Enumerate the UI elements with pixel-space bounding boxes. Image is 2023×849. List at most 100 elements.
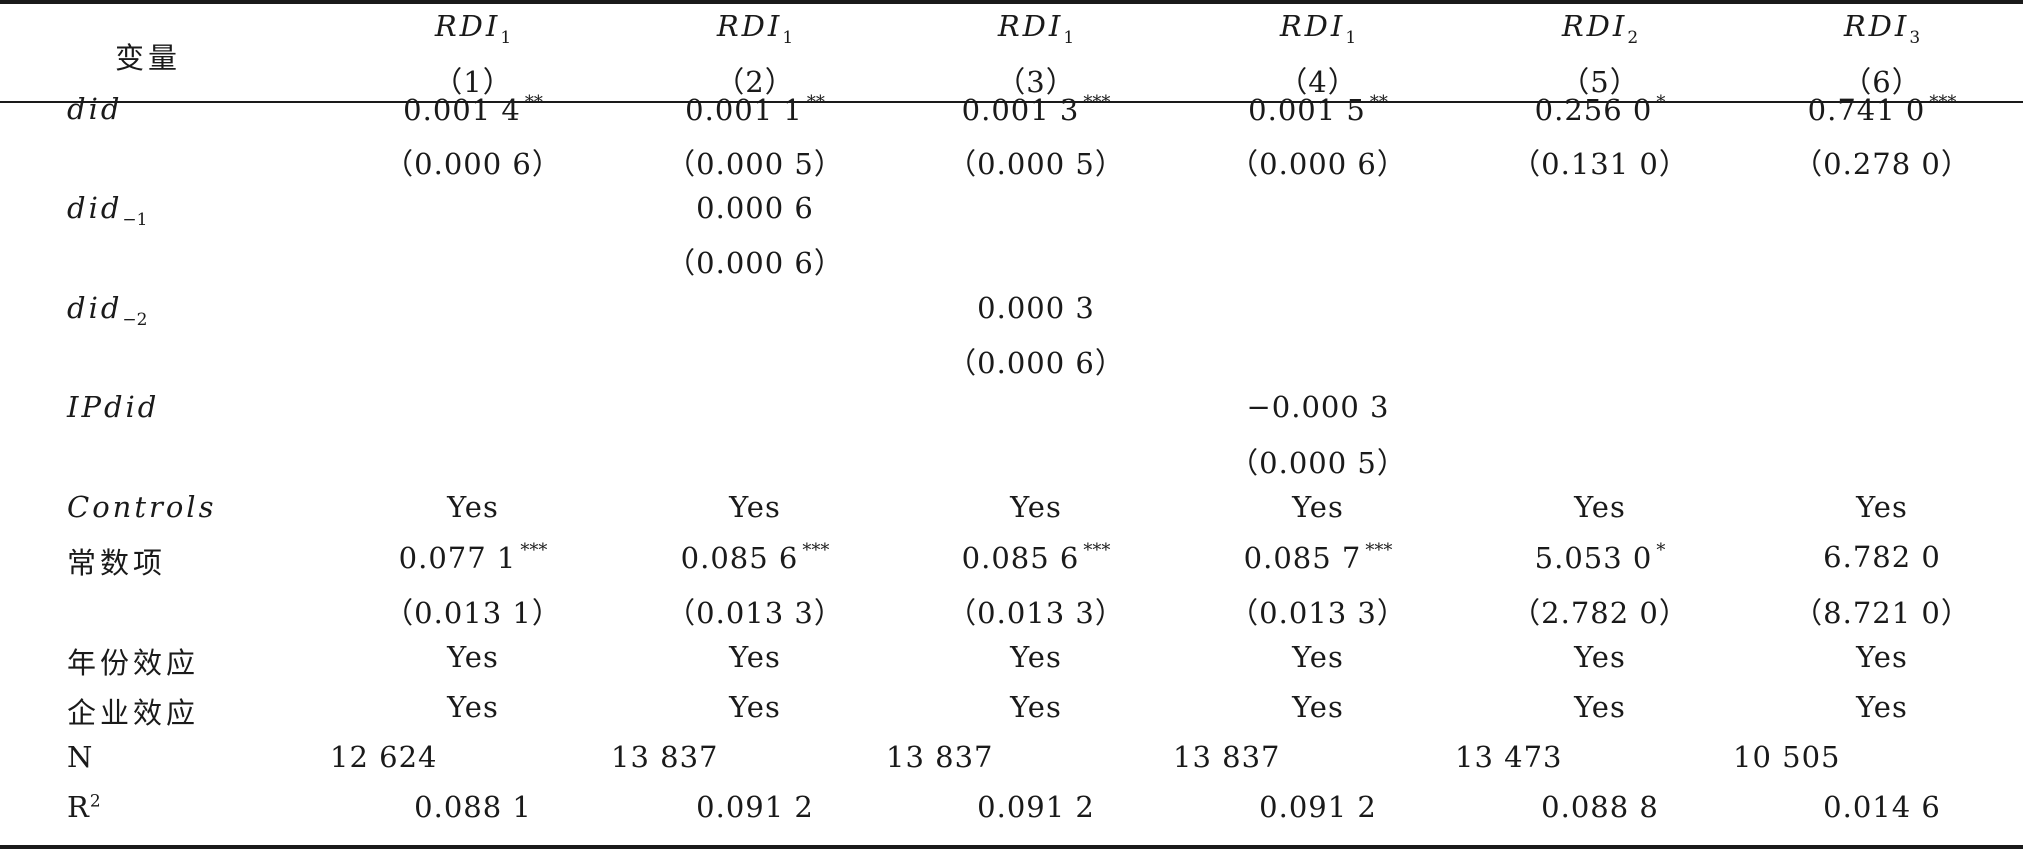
standard-error-cell: （0.000 6） — [1229, 147, 1407, 181]
column-header-variable: RDI3 — [1844, 9, 1920, 48]
dependent-variable-subscript: 1 — [1063, 27, 1075, 48]
row-label-constant: 常数项 — [67, 540, 166, 582]
column-header-number: （5） — [1560, 65, 1640, 99]
coefficient-cell: 0.085 6 *** — [681, 540, 830, 575]
firm-effect-cell: Yes — [1856, 690, 1908, 724]
standard-error-cell: （0.013 3） — [666, 596, 844, 630]
standard-error-cell: （0.000 5） — [947, 147, 1125, 181]
year-effect-cell: Yes — [1292, 640, 1344, 674]
coefficient-value: 0.085 6 — [961, 541, 1080, 575]
coefficient-value: 0.001 1 — [685, 93, 803, 127]
dependent-variable-name: RDI — [1561, 9, 1628, 43]
row-label-n: N — [67, 740, 93, 774]
variable-column-header: 变量 — [114, 41, 182, 75]
column-header-variable: RDI1 — [717, 9, 793, 48]
firm-effect-cell: Yes — [447, 690, 499, 724]
standard-error-cell: （0.013 3） — [947, 596, 1125, 630]
coefficient-cell: 0.001 5 ** — [1248, 92, 1388, 127]
coefficient-cell: 0.000 3 — [977, 291, 1095, 325]
row-label-text: 常数项 — [67, 546, 167, 580]
significance-stars: *** — [1083, 92, 1111, 113]
observations-cell: 13 473 — [1455, 740, 1563, 774]
coefficient-value: 0.085 7 — [1243, 541, 1362, 575]
row-label-text: N — [67, 740, 94, 774]
r-squared-cell: 0.091 2 — [1259, 790, 1377, 824]
lag-subscript: −1 — [122, 209, 148, 230]
significance-stars: ** — [806, 92, 825, 113]
lag-subscript: −2 — [122, 309, 148, 330]
row-label-text: did — [67, 92, 123, 126]
r-squared-cell: 0.014 6 — [1823, 790, 1941, 824]
firm-effect-cell: Yes — [1574, 690, 1626, 724]
year-effect-cell: Yes — [1010, 640, 1062, 674]
observations-cell: 13 837 — [1173, 740, 1281, 774]
significance-stars: *** — [1083, 540, 1111, 561]
observations-cell: 13 837 — [611, 740, 719, 774]
significance-stars: * — [1656, 92, 1666, 113]
column-header-number: （4） — [1278, 65, 1358, 99]
r-squared-cell: 0.088 8 — [1541, 790, 1659, 824]
r-squared-superscript: 2 — [89, 791, 101, 812]
firm-effect-cell: Yes — [1010, 690, 1062, 724]
coefficient-value: 0.085 6 — [680, 541, 799, 575]
coefficient-cell: 6.782 0 — [1823, 540, 1941, 574]
observations-cell: 13 837 — [886, 740, 994, 774]
coefficient-cell: 0.256 0 * — [1535, 92, 1666, 127]
row-label-text: Controls — [67, 490, 217, 524]
observations-cell: 10 505 — [1733, 740, 1841, 774]
row-label-text: 企业效应 — [67, 696, 200, 730]
r-squared-cell: 0.091 2 — [977, 790, 1095, 824]
standard-error-cell: （0.000 6） — [666, 246, 844, 280]
row-label-text: R — [67, 790, 90, 824]
column-header-variable: RDI1 — [1280, 9, 1356, 48]
row-label-year-effect: 年份效应 — [67, 640, 199, 682]
row-label-did-lag2: did−2 — [67, 291, 147, 330]
row-label-text: did — [67, 291, 123, 325]
significance-stars: *** — [520, 540, 548, 561]
standard-error-cell: （0.000 6） — [384, 147, 562, 181]
controls-cell: Yes — [447, 490, 499, 524]
coefficient-value: 0.256 0 — [1534, 93, 1653, 127]
row-label-text: did — [67, 191, 123, 225]
coefficient-cell: 5.053 0 * — [1535, 540, 1666, 575]
standard-error-cell: （0.000 5） — [1229, 446, 1407, 480]
column-header-variable: RDI1 — [998, 9, 1074, 48]
standard-error-cell: （0.131 0） — [1511, 147, 1689, 181]
dependent-variable-subscript: 3 — [1909, 27, 1921, 48]
row-label-did-lag1: did−1 — [67, 191, 147, 230]
row-label-r-squared: R2 — [67, 790, 101, 824]
header-rule — [0, 101, 2023, 103]
significance-stars: * — [1656, 540, 1666, 561]
column-header-number: （2） — [715, 65, 795, 99]
row-label-controls: Controls — [67, 490, 216, 524]
dependent-variable-name: RDI — [716, 9, 783, 43]
standard-error-cell: （2.782 0） — [1511, 596, 1689, 630]
year-effect-cell: Yes — [447, 640, 499, 674]
firm-effect-cell: Yes — [729, 690, 781, 724]
coefficient-cell: 0.001 3 *** — [962, 92, 1111, 127]
coefficient-cell: 0.085 6 *** — [962, 540, 1111, 575]
significance-stars: *** — [1365, 540, 1393, 561]
controls-cell: Yes — [1574, 490, 1626, 524]
coefficient-value: 0.741 0 — [1807, 93, 1926, 127]
controls-cell: Yes — [1010, 490, 1062, 524]
year-effect-cell: Yes — [1574, 640, 1626, 674]
significance-stars: *** — [802, 540, 830, 561]
row-label-text: 年份效应 — [67, 646, 200, 680]
column-header-number: （3） — [996, 65, 1076, 99]
r-squared-cell: 0.091 2 — [696, 790, 814, 824]
coefficient-cell: 0.001 4 ** — [403, 92, 543, 127]
dependent-variable-name: RDI — [1279, 9, 1346, 43]
dependent-variable-name: RDI — [434, 9, 501, 43]
coefficient-cell: −0.000 3 — [1246, 390, 1390, 424]
row-label-text: IPdid — [67, 390, 160, 424]
firm-effect-cell: Yes — [1292, 690, 1344, 724]
year-effect-cell: Yes — [1856, 640, 1908, 674]
coefficient-value: 0.001 5 — [1248, 93, 1366, 127]
year-effect-cell: Yes — [729, 640, 781, 674]
controls-cell: Yes — [1856, 490, 1908, 524]
coefficient-value: 0.001 3 — [961, 93, 1080, 127]
dependent-variable-name: RDI — [997, 9, 1064, 43]
coefficient-cell: 0.077 1 *** — [399, 540, 548, 575]
r-squared-cell: 0.088 1 — [414, 790, 532, 824]
